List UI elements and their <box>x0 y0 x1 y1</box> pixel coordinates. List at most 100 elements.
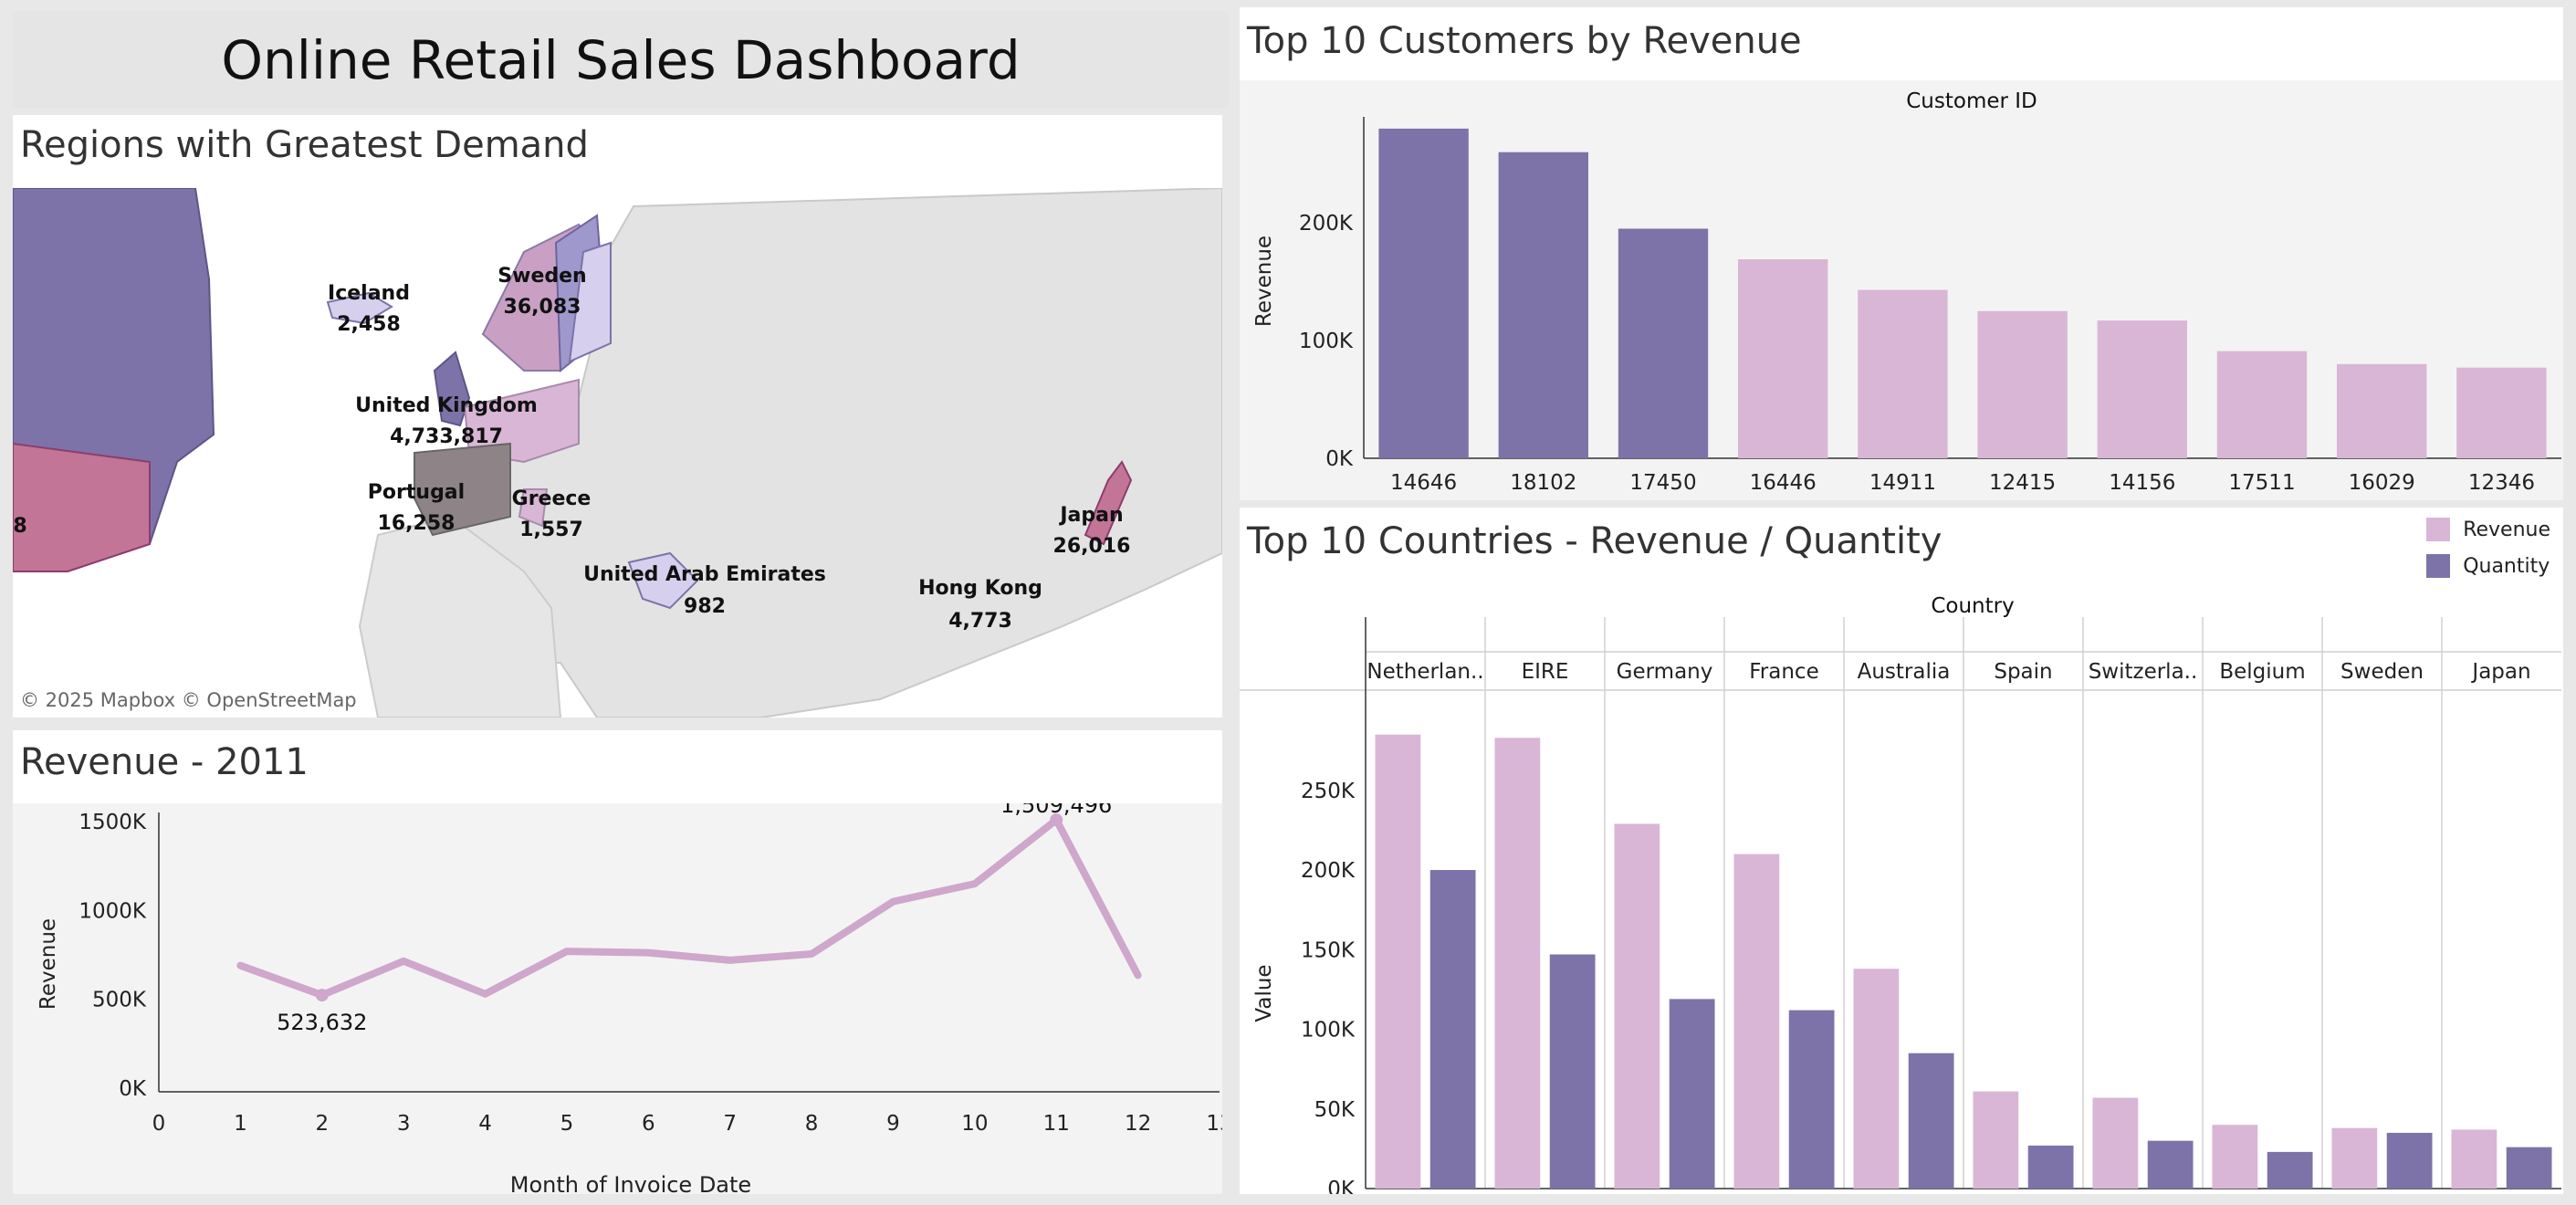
bar-quantity-eire <box>1549 954 1596 1189</box>
world-map[interactable]: Iceland 2,458 Sweden 36,083 United Kingd… <box>13 188 1222 718</box>
map-label-japan: Japan <box>1058 504 1123 527</box>
map-label-hong-kong: Hong Kong <box>918 577 1042 600</box>
map-label-iceland: Iceland <box>328 282 410 305</box>
y-tick-label: 250K <box>1301 780 1356 803</box>
bar-customer-17511 <box>2216 351 2308 458</box>
bar-customer-16446 <box>1738 259 1828 458</box>
x-tick-label: 5 <box>560 1112 574 1136</box>
bar-revenue-japan <box>2451 1129 2497 1189</box>
bar-customer-14156 <box>2097 320 2187 458</box>
y-tick-label: 0K <box>1327 1178 1356 1194</box>
country-header: Germany <box>1617 660 1713 684</box>
data-label: 1,509,496 <box>1000 803 1112 818</box>
x-tick-label: 14646 <box>1390 471 1457 495</box>
y-tick-label: 1000K <box>79 899 147 923</box>
data-point <box>890 898 896 905</box>
map-label-sweden: Sweden <box>497 265 586 288</box>
x-tick-label: 12346 <box>2468 471 2535 495</box>
y-tick-label: 100K <box>1301 1019 1356 1043</box>
customers-panel: Top 10 Customers by Revenue Customer ID 0… <box>1240 7 2563 500</box>
bar-quantity-spain <box>2027 1145 2074 1189</box>
x-tick-label: 16029 <box>2349 471 2415 495</box>
country-header: EIRE <box>1522 660 1569 684</box>
europe-region <box>463 378 580 464</box>
map-label-uk: United Kingdom <box>355 394 538 417</box>
map-attribution[interactable]: © 2025 Mapbox © OpenStreetMap <box>20 689 357 711</box>
country-header: Sweden <box>2340 660 2424 684</box>
map-edge-value: 8 <box>13 515 26 538</box>
x-tick-label: 14911 <box>1869 471 1936 495</box>
country-header: Netherlan.. <box>1367 660 1483 684</box>
x-tick-label: 10 <box>961 1112 988 1136</box>
x-axis-title: Month of Invoice Date <box>510 1172 751 1194</box>
country-header: France <box>1749 660 1818 684</box>
x-tick-label: 9 <box>886 1112 900 1136</box>
bar-customer-18102 <box>1498 152 1588 459</box>
country-header: Belgium <box>2219 660 2305 684</box>
revenue-line-chart[interactable]: 0K500K1000K1500K012345678910111213Revenu… <box>13 803 1222 1194</box>
map-value-greece: 1,557 <box>519 519 583 541</box>
japan-region <box>1084 460 1133 546</box>
bar-revenue-switzerla <box>2092 1097 2139 1189</box>
legend-item-revenue[interactable]: Revenue <box>2426 511 2550 548</box>
customers-title: Top 10 Customers by Revenue <box>1247 20 1802 62</box>
bar-quantity-australia <box>1908 1053 1954 1189</box>
x-tick-label: 11 <box>1043 1112 1070 1136</box>
legend-item-quantity[interactable]: Quantity <box>2426 548 2550 584</box>
annotated-point <box>1050 813 1063 827</box>
bar-customer-17450 <box>1618 228 1709 458</box>
x-tick-label: 4 <box>478 1112 492 1136</box>
map-label-portugal: Portugal <box>368 481 465 504</box>
map-value-portugal: 16,258 <box>378 512 456 535</box>
countries-title: Top 10 Countries - Revenue / Quantity <box>1247 520 1942 562</box>
x-tick-label: 8 <box>805 1112 819 1136</box>
y-tick-label: 150K <box>1301 938 1356 962</box>
title-panel: Online Retail Sales Dashboard <box>13 11 1229 108</box>
x-tick-label: 12 <box>1125 1112 1151 1136</box>
y-tick-label: 50K <box>1314 1098 1356 1122</box>
country-header: Australia <box>1858 660 1951 684</box>
data-label: 523,632 <box>277 1010 367 1035</box>
map-label-greece: Greece <box>512 487 592 510</box>
data-point <box>563 948 570 955</box>
finland-region <box>568 241 612 363</box>
map-value-japan: 26,016 <box>1053 535 1131 558</box>
y-tick-label: 0K <box>1325 447 1354 471</box>
x-tick-label: 1 <box>234 1112 247 1136</box>
countries-bar-chart[interactable]: Country Netherlan.. EIRE Germany France Austr… <box>1240 581 2563 1194</box>
x-tick-label: 12415 <box>1989 471 2056 495</box>
bar-customer-14646 <box>1378 128 1469 458</box>
legend-label-revenue: Revenue <box>2463 518 2550 541</box>
map-value-hong-kong: 4,773 <box>948 610 1012 633</box>
x-tick-label: 17511 <box>2228 471 2295 495</box>
y-tick-label: 200K <box>1299 212 1354 236</box>
bar-revenue-australia <box>1853 969 1900 1189</box>
column-header: Customer ID <box>1906 89 2037 113</box>
data-point <box>401 958 407 964</box>
country-header: Spain <box>1994 660 2052 684</box>
map-label-uae: United Arab Emirates <box>583 563 826 586</box>
data-point <box>645 949 652 956</box>
uae-region <box>627 551 699 610</box>
map-title: Regions with Greatest Demand <box>20 124 589 166</box>
map-value-uk: 4,733,817 <box>390 425 503 448</box>
bar-quantity-japan <box>2506 1147 2552 1189</box>
revenue-series-line <box>236 816 1142 1000</box>
legend-swatch-quantity <box>2426 554 2451 578</box>
plot-background <box>13 803 1222 1194</box>
y-tick-label: 100K <box>1299 330 1354 353</box>
customers-bar-chart[interactable]: Customer ID 0K 100K 200K Revenue 14646 18102 17… <box>1240 80 2563 500</box>
bar-customer-14911 <box>1858 289 1948 458</box>
bar-quantity-france <box>1788 1010 1835 1189</box>
x-tick-label: 3 <box>397 1112 411 1136</box>
bar-customer-12346 <box>2456 367 2547 458</box>
bar-quantity-germany <box>1669 999 1715 1189</box>
greece-region <box>518 488 549 528</box>
bar-customer-16029 <box>2337 363 2427 458</box>
iceland-region <box>326 291 393 325</box>
data-point <box>237 962 244 969</box>
country-header: Japan <box>2470 660 2530 684</box>
column-header: Country <box>1931 594 2014 618</box>
data-point <box>727 957 733 963</box>
dashboard-title: Online Retail Sales Dashboard <box>221 29 1021 91</box>
